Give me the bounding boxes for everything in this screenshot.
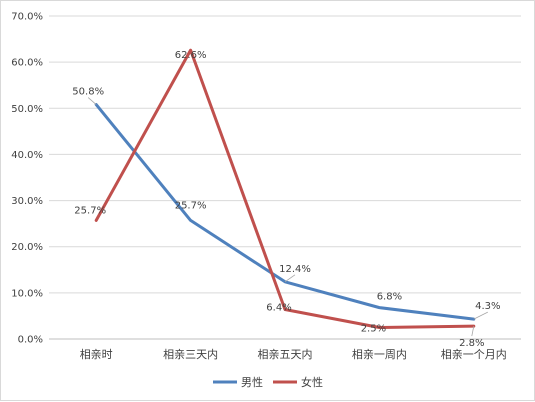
data-label: 62.6% xyxy=(175,50,207,61)
y-tick-label: 10.0% xyxy=(11,288,43,299)
data-label-leader xyxy=(471,326,475,337)
y-tick-label: 20.0% xyxy=(11,242,43,253)
x-tick-label: 相亲三天内 xyxy=(163,347,218,361)
data-label: 12.4% xyxy=(279,264,311,275)
data-label-leader xyxy=(87,97,97,105)
data-label-leader xyxy=(284,274,296,283)
data-label: 6.4% xyxy=(266,302,291,313)
data-label: 2.5% xyxy=(361,323,386,334)
y-tick-label: 40.0% xyxy=(11,150,43,161)
x-tick-label: 相亲五天内 xyxy=(258,347,313,361)
data-label: 25.7% xyxy=(74,205,106,216)
data-label: 6.8% xyxy=(377,292,402,303)
data-label: 50.8% xyxy=(72,87,104,98)
data-label: 25.7% xyxy=(175,200,207,211)
legend-label-male: 男性 xyxy=(241,375,263,389)
x-tick-label: 相亲一个月内 xyxy=(441,347,507,361)
legend-label-female: 女性 xyxy=(301,375,323,389)
x-tick-label: 相亲一周内 xyxy=(352,347,407,361)
series-line-female xyxy=(94,48,476,329)
y-tick-label: 50.0% xyxy=(11,104,43,115)
series-line-male xyxy=(94,103,476,321)
y-tick-label: 0.0% xyxy=(18,335,43,346)
y-tick-label: 30.0% xyxy=(11,196,43,207)
x-tick-label: 相亲时 xyxy=(80,347,113,361)
data-label: 2.8% xyxy=(459,338,484,349)
data-label: 4.3% xyxy=(475,301,500,312)
data-label-leader xyxy=(473,311,488,320)
y-tick-label: 70.0% xyxy=(11,12,43,23)
y-tick-label: 60.0% xyxy=(11,58,43,69)
